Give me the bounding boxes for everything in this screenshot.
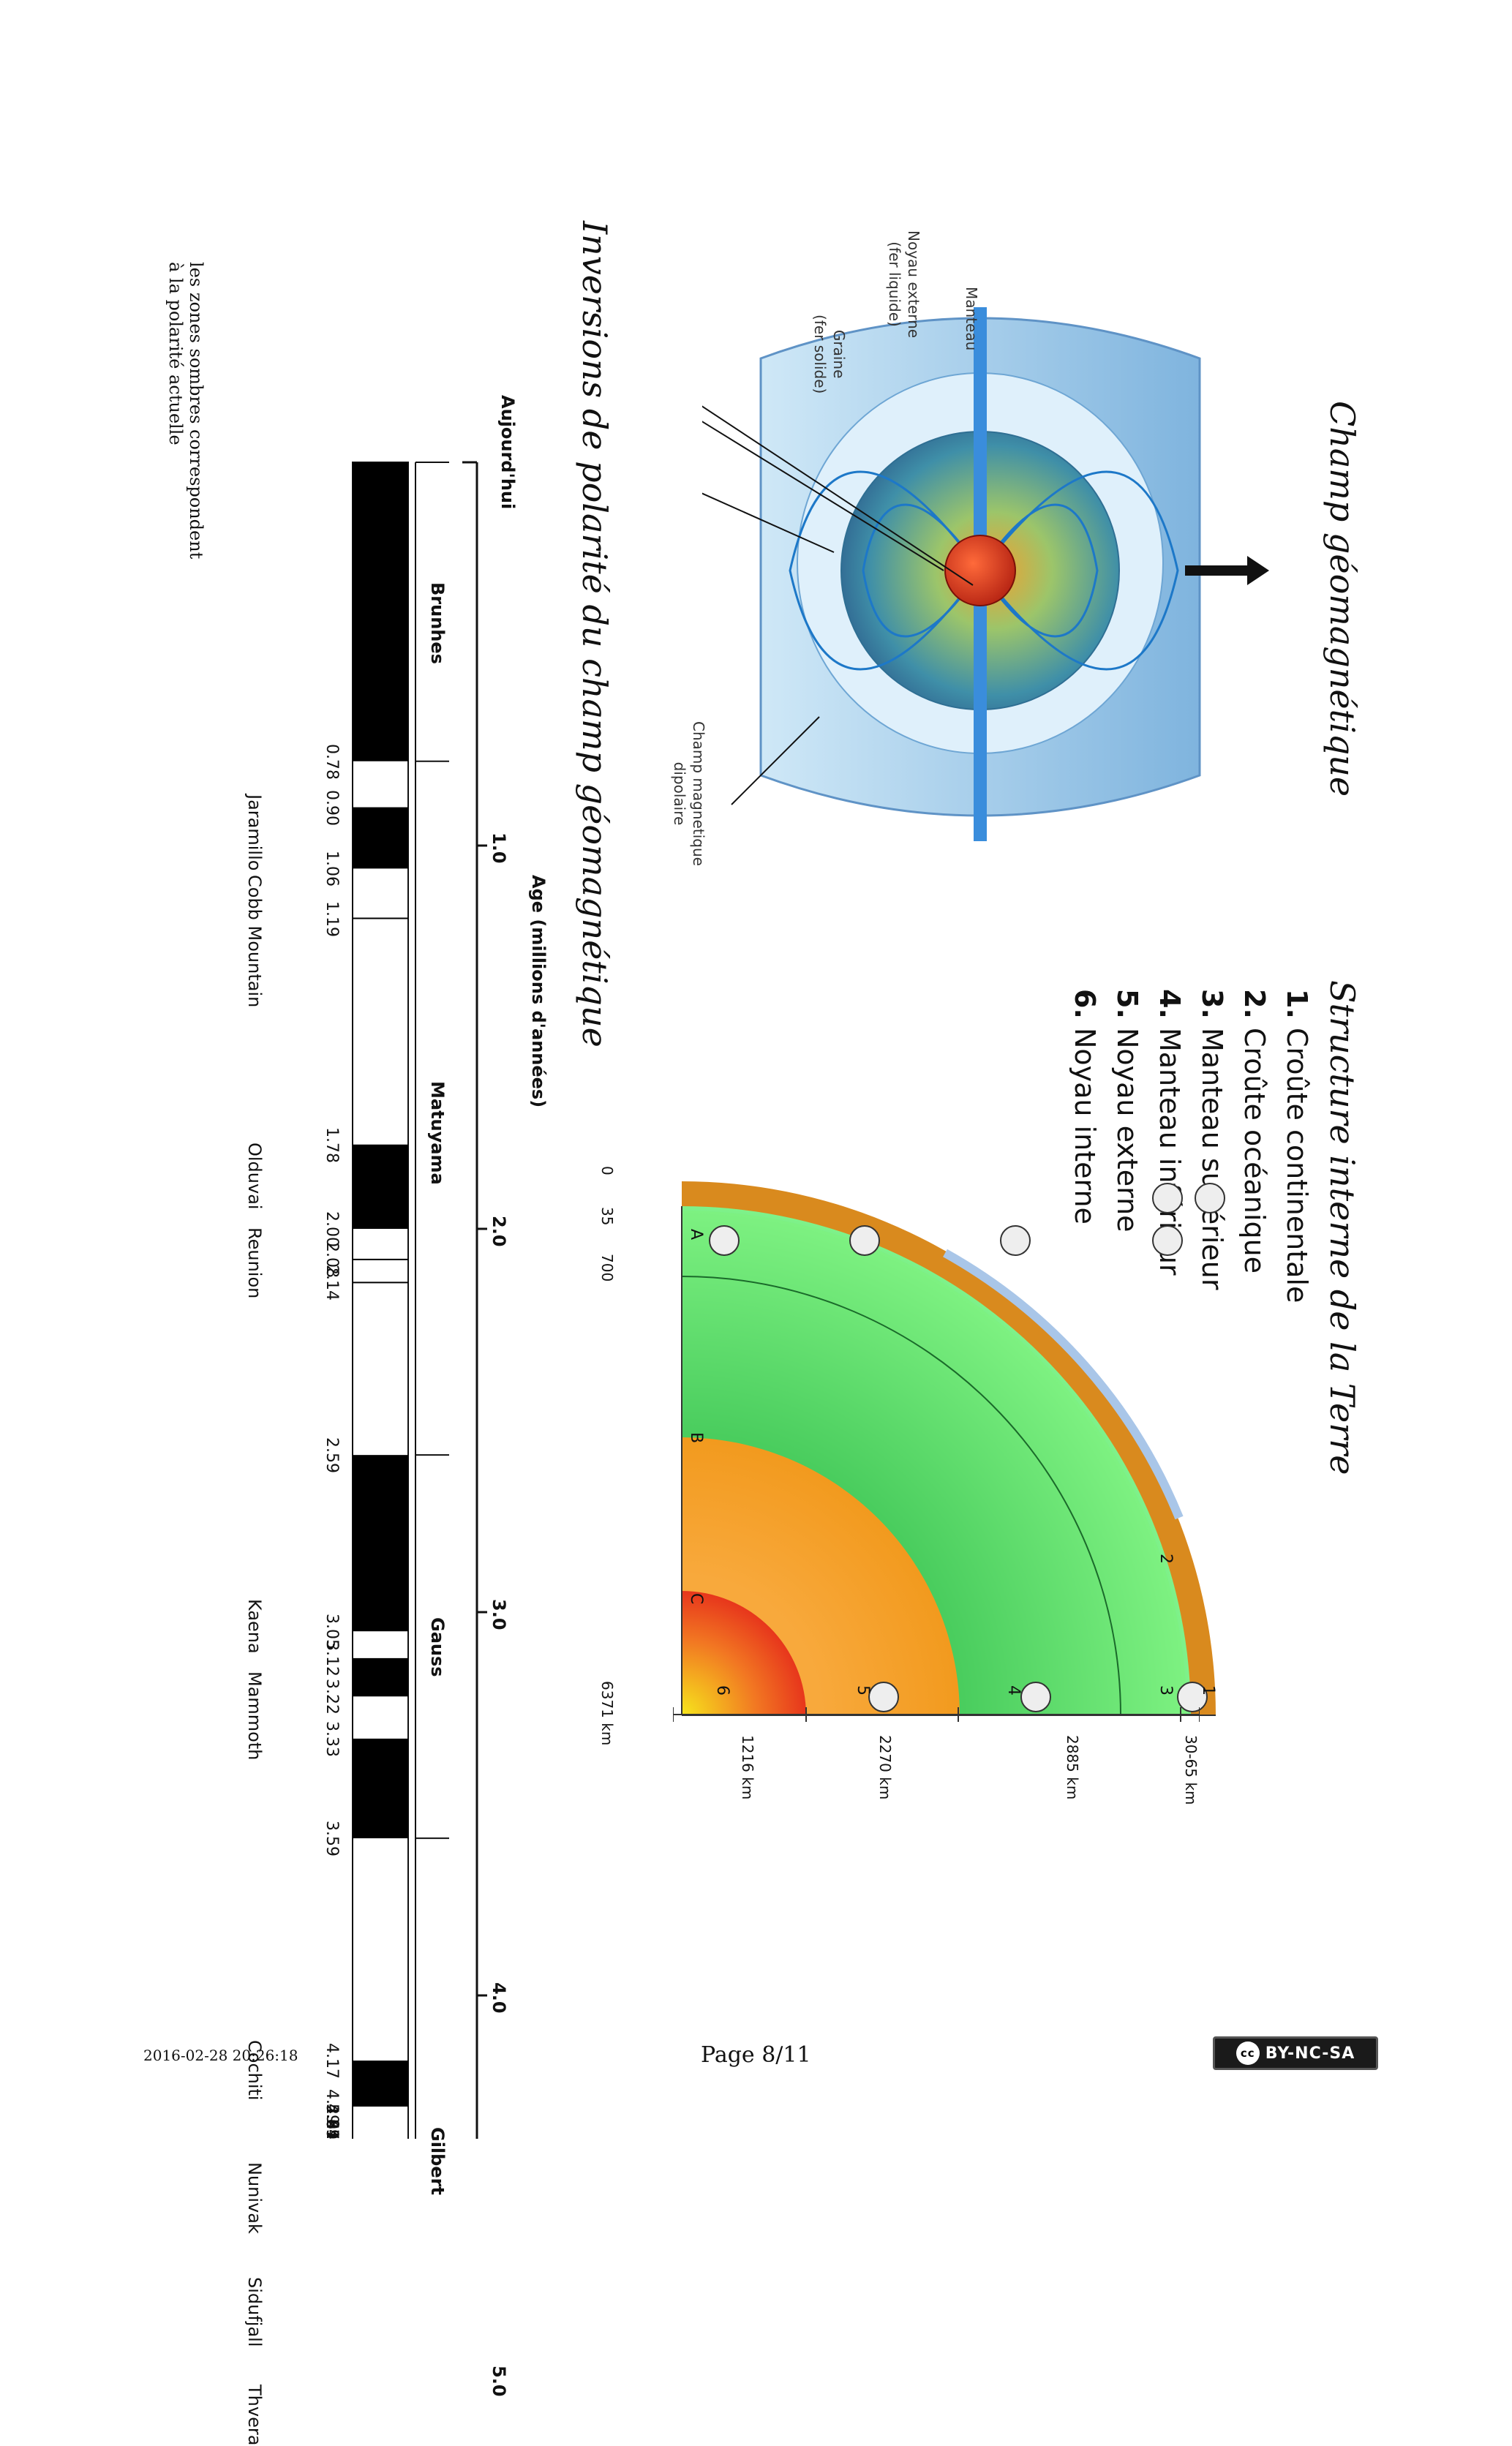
layer-marker-5 [849, 1225, 880, 1256]
age-value-label: 2.14 [323, 1265, 341, 1301]
age-value-label: 2.59 [323, 1437, 341, 1474]
normal-polarity-band [353, 1657, 408, 1697]
subchron-label: Nunivak [244, 2162, 265, 2235]
magnetic-field-diagram [702, 307, 1269, 841]
normal-polarity-band [353, 1738, 408, 1839]
age-value-label: 5.25 [323, 2104, 341, 2140]
normal-polarity-band [353, 1455, 408, 1632]
subchron-label: Mammoth [244, 1671, 265, 1761]
boundary-marker-b [1020, 1682, 1051, 1712]
license-text: BY-NC-SA [1265, 2044, 1355, 2063]
age-axis-tick-label: 2.0 [489, 1216, 509, 1247]
thickness-scale [673, 1707, 1200, 1722]
earth-structure-diagram [681, 1181, 1225, 1716]
footer-page-number: Page 8/11 [701, 2042, 811, 2068]
age-value-label: 3.33 [323, 1720, 341, 1757]
subchron-label: Reunion [244, 1227, 265, 1298]
boundary-marker-a [1177, 1682, 1208, 1712]
age-axis-tick-label: 3.0 [489, 1599, 509, 1630]
age-value-label: 3.12 [323, 1640, 341, 1677]
subchron-label: Cobb Mountain [244, 874, 265, 1007]
subchron-label: Thvera [244, 2385, 265, 2446]
polarity-caption: les zones sombres correspondent à la pol… [165, 262, 206, 559]
subchron-label: Sidufjall [244, 2277, 265, 2347]
subchron-label: Jaramillo [244, 794, 265, 870]
age-value-label: 1.78 [323, 1126, 341, 1163]
chron-label: Gilbert [427, 2127, 448, 2195]
chron-label: Matuyama [427, 1080, 448, 1185]
inner-core [682, 1591, 806, 1715]
age-value-label: 3.22 [323, 1679, 341, 1715]
age-value-label: 0.78 [323, 743, 341, 780]
chron-label: Brunhes [427, 582, 448, 665]
polarity-axis-title: Age (millions d'années) [528, 875, 549, 1108]
age-axis-tick-label: 5.0 [489, 2366, 509, 2397]
polarity-scale [352, 461, 487, 2139]
inner-core [944, 535, 1016, 606]
age-value-label: 4.17 [323, 2043, 341, 2080]
polarity-caption-line1: les zones sombres correspondent [186, 262, 206, 560]
normal-polarity-band [353, 1144, 408, 1229]
normal-polarity-band [353, 462, 408, 761]
layer-marker-4 [1000, 1225, 1031, 1256]
polarity-today-label: Aujourd'hui [497, 395, 518, 510]
field-lines [789, 470, 1179, 671]
boundary-marker-c [868, 1682, 899, 1712]
layer-marker-2 [1152, 1183, 1183, 1213]
chron-label: Gauss [427, 1617, 448, 1677]
license-badge[interactable]: cc BY-NC-SA [1213, 2036, 1378, 2070]
footer-timestamp: 2016-02-28 20:26:18 [143, 2047, 298, 2064]
age-axis-tick-label: 4.0 [489, 1982, 509, 2014]
normal-polarity-band [353, 2061, 408, 2107]
age-axis-tick-label: 1.0 [489, 832, 509, 864]
age-value-label: 1.06 [323, 851, 341, 887]
subchron-label: Olduvai [244, 1143, 265, 1210]
subchron-label: Kaena [244, 1598, 265, 1654]
polarity-caption-line2: à la polarité actuelle [165, 262, 186, 445]
age-value-label: 1.19 [323, 900, 341, 937]
oceanic-crust [943, 1249, 1184, 1520]
layer-marker-1 [1195, 1183, 1225, 1213]
age-value-label: 0.90 [323, 789, 341, 826]
layer-marker-6 [709, 1225, 740, 1256]
normal-polarity-band [353, 807, 408, 869]
layer-marker-3 [1152, 1225, 1183, 1256]
age-value-label: 3.59 [323, 1821, 341, 1857]
cc-logo-icon: cc [1235, 2042, 1260, 2065]
